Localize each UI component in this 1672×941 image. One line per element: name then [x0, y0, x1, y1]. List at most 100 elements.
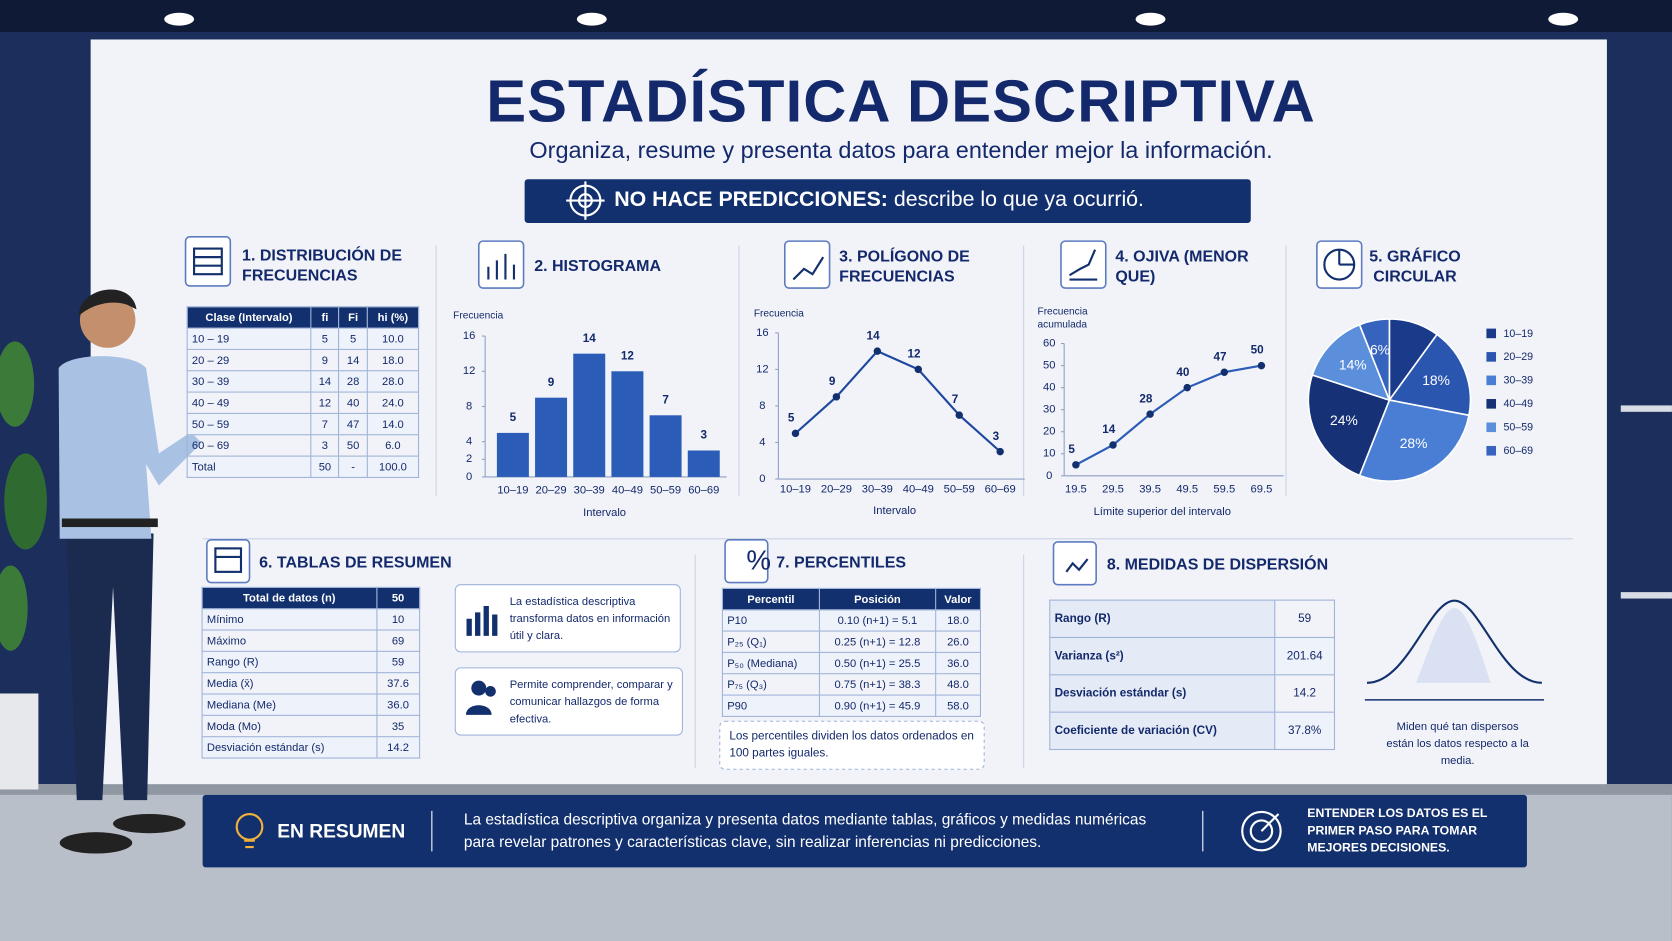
cell: Máximo	[201, 629, 378, 652]
data-label: 9	[829, 375, 836, 388]
row: Desviación estándar (s) 14.2	[1049, 674, 1336, 713]
data-label: 14	[583, 332, 597, 345]
y-tick-label: 20	[1043, 426, 1055, 438]
row: P₅₀ (Mediana) 0.50 (n+1) = 25.5 36.0	[721, 651, 981, 675]
cell: 20 – 29	[186, 348, 312, 372]
pie-slice	[1311, 323, 1391, 402]
data-label: 28	[1139, 392, 1153, 405]
people-icon	[465, 680, 496, 715]
cell: 7	[310, 412, 340, 436]
footer-text: La estadística descriptiva organiza y pr…	[463, 811, 1147, 852]
note-box	[454, 584, 681, 653]
y-tick-label: 10	[1043, 448, 1055, 460]
y-axis-label: Frecuencia acumulada	[1038, 306, 1088, 330]
plant	[0, 341, 47, 790]
column-header: fi	[310, 306, 340, 329]
section-title: 3. POLÍGONO DE FRECUENCIAS	[839, 247, 970, 286]
row: P10 0.10 (n+1) = 5.1 18.0	[721, 609, 981, 632]
legend-swatch	[1486, 422, 1497, 433]
goal-icon	[1241, 810, 1282, 852]
cell: P₇₅ (Q₃)	[721, 673, 820, 696]
cell: 50	[338, 434, 368, 457]
cell: 28.0	[366, 370, 420, 393]
column-header: Percentil	[721, 587, 820, 611]
x-axis-label: Intervalo	[583, 507, 626, 519]
x-tick-label: 50–59	[650, 485, 681, 497]
legend-swatch	[1486, 328, 1497, 339]
pie-slice	[1388, 333, 1472, 417]
cell: 24.0	[366, 391, 420, 414]
cell: 14	[338, 348, 368, 372]
legend-label: 60–69	[1503, 445, 1533, 457]
point	[1183, 383, 1191, 392]
cell: Rango (R)	[1049, 599, 1276, 639]
slice-label: 14%	[1339, 356, 1367, 372]
bar	[535, 397, 568, 477]
slice-label: 6%	[1370, 341, 1390, 357]
cell: Varianza (s²)	[1049, 636, 1276, 676]
cell: 35	[375, 714, 421, 738]
x-tick-label: 30–39	[862, 484, 893, 496]
cell: Desviación estándar (s)	[1049, 674, 1276, 713]
legend-swatch	[1486, 399, 1497, 409]
row: Desviación estándar (s) 14.2	[201, 736, 421, 759]
x-tick-label: 20–29	[821, 484, 852, 496]
cell: 14	[310, 370, 340, 393]
cell: Coeficiente de variación (CV)	[1049, 711, 1276, 751]
percentile-table: Percentil Posición Valor P10 0.10 (n+1) = 5.…	[721, 587, 981, 717]
cell: 18.0	[366, 348, 420, 372]
cell: 18.0	[934, 609, 981, 632]
data-label: 14	[867, 329, 881, 342]
cell: 10	[375, 608, 421, 631]
shelf	[1620, 405, 1672, 412]
cell: 0.90 (n+1) = 45.9	[818, 694, 937, 717]
cell: Total	[186, 455, 312, 478]
cell: 3	[310, 434, 340, 457]
cell: P90	[721, 694, 820, 717]
banner	[524, 179, 1251, 223]
note-box	[454, 667, 683, 736]
row: Coeficiente de variación (CV) 37.8%	[1049, 711, 1336, 751]
x-tick-label: 10–19	[497, 485, 528, 497]
legend-label: 30–39	[1503, 375, 1533, 387]
y-tick-label: 0	[1046, 470, 1052, 482]
x-tick-label: 59.5	[1213, 484, 1235, 496]
note-box	[719, 720, 985, 770]
cell: 5	[310, 327, 340, 350]
bar	[649, 415, 682, 477]
x-tick-label: 69.5	[1251, 484, 1273, 496]
y-tick-label: 12	[463, 365, 475, 377]
cell: 40 – 49	[186, 391, 312, 414]
cell: Rango (R)	[201, 650, 378, 674]
y-tick-label: 0	[759, 473, 765, 485]
note-icon	[466, 605, 498, 636]
cell: 12	[310, 391, 340, 414]
y-tick-label: 50	[1043, 360, 1055, 372]
title: ESTADÍSTICA DESCRIPTIVA	[486, 67, 1316, 135]
shelf	[1620, 592, 1672, 599]
legend-swatch	[1486, 445, 1497, 456]
x-tick-label: 50–59	[944, 484, 975, 496]
cell: 100.0	[366, 455, 420, 478]
cell: 50	[310, 455, 340, 478]
cell: 47	[338, 412, 368, 436]
cell: 36.0	[375, 693, 421, 716]
x-tick-label: 49.5	[1176, 484, 1198, 496]
cell: 14.2	[1274, 674, 1336, 713]
cell: Mínimo	[201, 608, 378, 631]
row: P₇₅ (Q₃) 0.75 (n+1) = 38.3 48.0	[721, 673, 981, 696]
target-icon	[566, 181, 605, 220]
cell: -	[338, 455, 368, 478]
y-axis-label: Frecuencia	[754, 308, 804, 319]
cell: P₂₅ (Q₁)	[721, 630, 820, 653]
point	[1109, 441, 1117, 449]
row: 10 – 19 5 5 10.0	[186, 327, 420, 350]
x-axis-label: Intervalo	[873, 505, 916, 517]
column-header: Fi	[338, 306, 368, 329]
cell: 10.0	[366, 327, 420, 350]
y-tick-label: 60	[1043, 337, 1055, 349]
cell: 9	[310, 348, 340, 372]
cell: 14.2	[375, 736, 421, 759]
bar	[687, 450, 720, 477]
